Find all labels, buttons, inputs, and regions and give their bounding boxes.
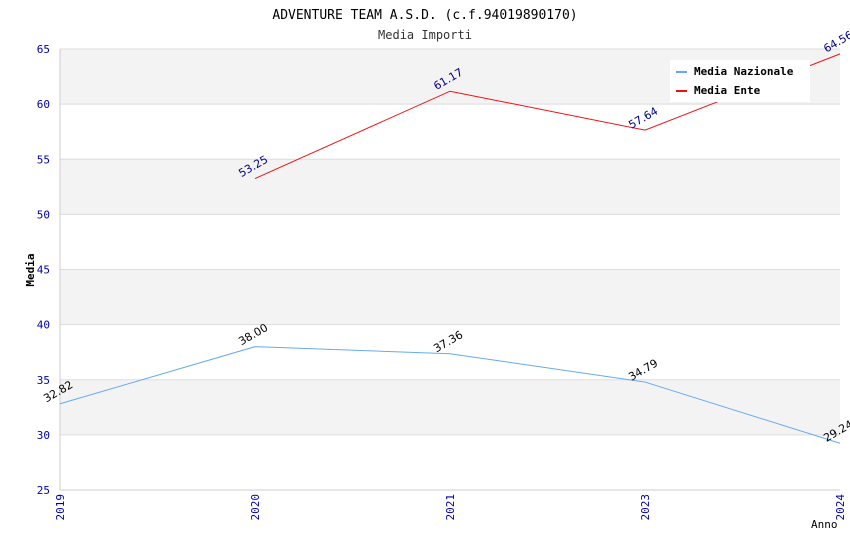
legend-label-media-ente: Media Ente [694, 84, 761, 97]
data-label-media-ente: 57.64 [626, 105, 660, 132]
y-tick-label: 35 [37, 374, 50, 387]
x-tick-label: 2024 [834, 494, 847, 521]
data-label-media-nazionale: 37.36 [431, 328, 465, 355]
y-tick-label: 55 [37, 153, 50, 166]
y-tick-label: 25 [37, 484, 50, 497]
chart-subtitle: Media Importi [378, 28, 472, 42]
y-tick-label: 60 [37, 98, 50, 111]
x-tick-label: 2023 [639, 494, 652, 521]
grid-band [60, 379, 840, 435]
data-label-media-nazionale: 38.00 [236, 321, 270, 348]
y-tick-labels: 25 30 35 40 45 50 55 60 65 [37, 43, 50, 497]
grid-band [60, 159, 840, 215]
y-tick-label: 30 [37, 429, 50, 442]
y-tick-label: 45 [37, 264, 50, 277]
y-tick-label: 40 [37, 319, 50, 332]
legend: Media Nazionale Media Ente [670, 60, 810, 102]
legend-label-media-nazionale: Media Nazionale [694, 65, 794, 78]
legend-box [670, 60, 810, 102]
x-axis-label: Anno [811, 518, 838, 531]
x-tick-label: 2020 [249, 494, 262, 521]
background-bands [60, 49, 840, 435]
y-axis-label: Media [24, 253, 37, 286]
y-tick-label: 50 [37, 208, 50, 221]
grid-band [60, 269, 840, 325]
axes [59, 49, 840, 491]
y-tick-label: 65 [37, 43, 50, 56]
x-tick-labels: 2019 2020 2021 2023 2024 [54, 494, 847, 521]
x-tick-label: 2021 [444, 494, 457, 521]
series-line-media-nazionale [59, 346, 841, 444]
x-tick-label: 2019 [54, 494, 67, 521]
chart-title: ADVENTURE TEAM A.S.D. (c.f.94019890170) [272, 8, 577, 23]
